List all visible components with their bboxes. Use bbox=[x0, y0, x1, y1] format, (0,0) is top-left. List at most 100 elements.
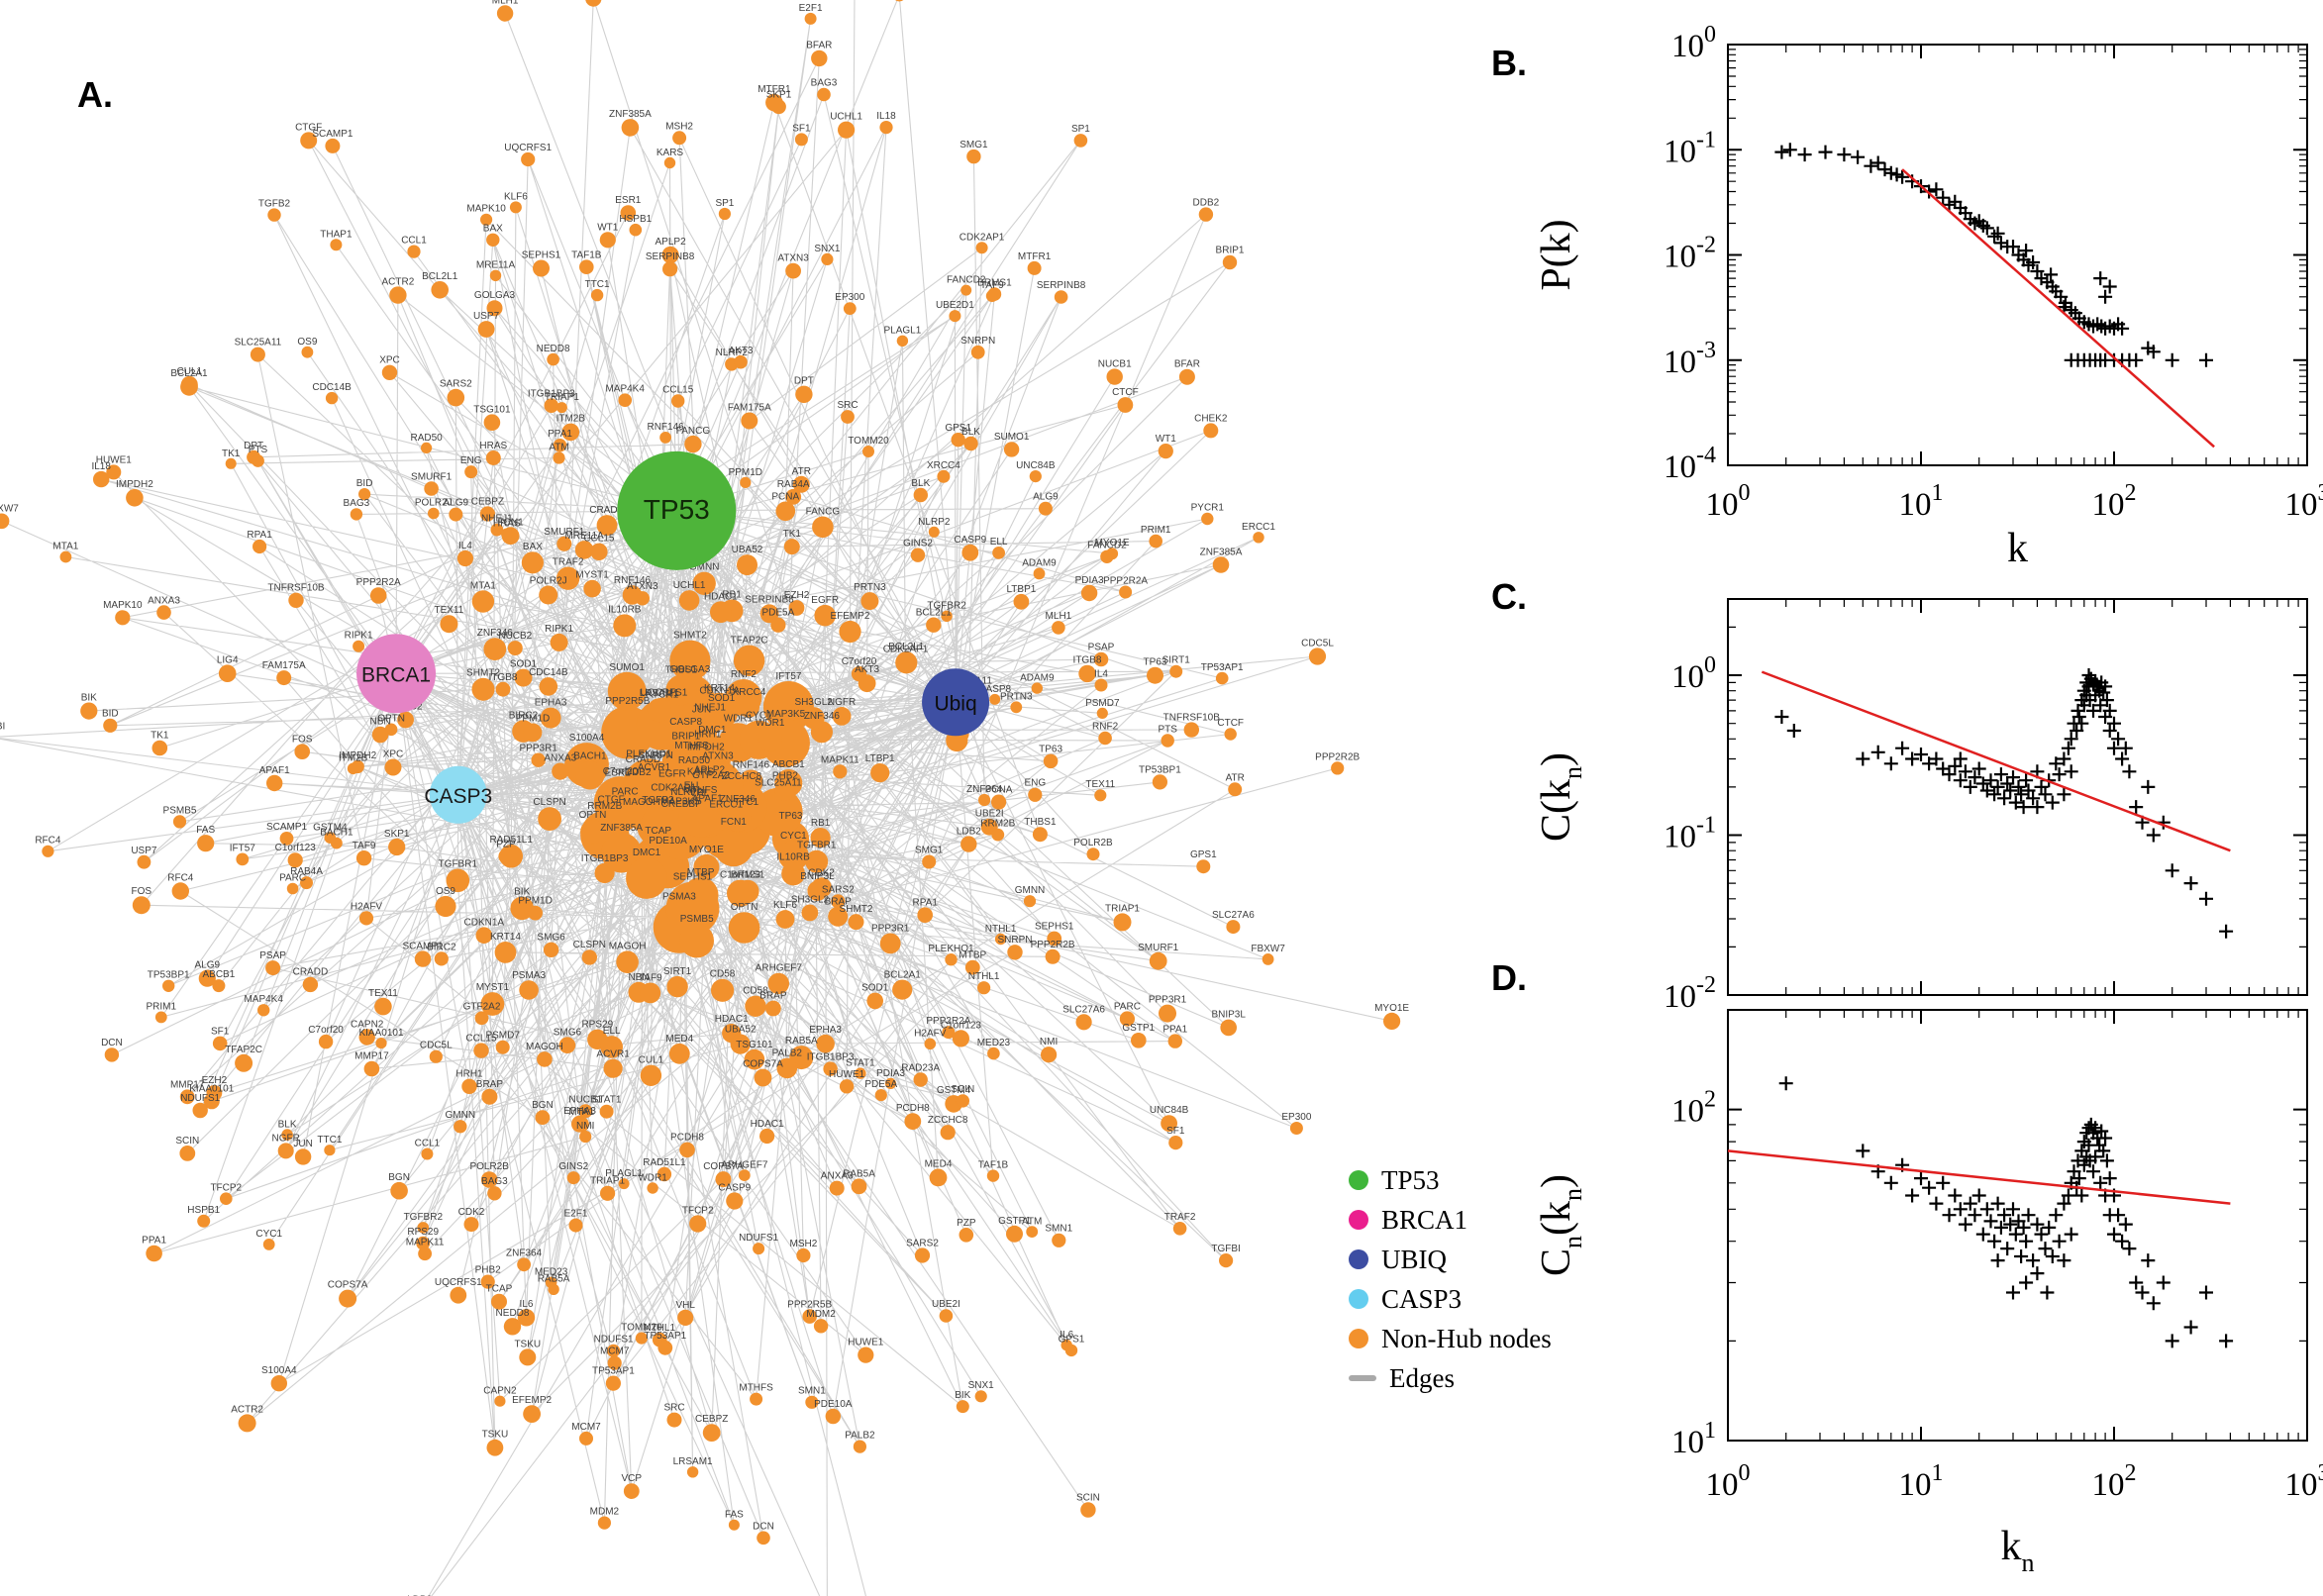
node-label: BAG3 bbox=[811, 78, 838, 89]
non-hub-node bbox=[347, 762, 359, 775]
node-label: SCIN bbox=[175, 1136, 199, 1147]
node-label: CCL15 bbox=[465, 1033, 497, 1044]
non-hub-node bbox=[267, 208, 281, 222]
minor-ticks bbox=[1728, 45, 2307, 465]
node-label: NDUFS1 bbox=[739, 1233, 778, 1244]
non-hub-node bbox=[727, 879, 755, 907]
non-hub-node bbox=[910, 548, 926, 562]
node-label: FBXW7 bbox=[1251, 944, 1285, 954]
plot-frame bbox=[1727, 1009, 2308, 1442]
non-hub-node bbox=[963, 436, 978, 451]
non-hub-node bbox=[1052, 1233, 1066, 1247]
node-labels: MAGOH TAF9 ALG9 TP63 RNF146 HDAC1 C1orf123 TP53… bbox=[0, 0, 1409, 1596]
node-label: SCIN bbox=[1076, 1492, 1100, 1503]
non-hub-node bbox=[397, 711, 414, 729]
non-hub-node bbox=[416, 1236, 431, 1250]
node-label: PPA1 bbox=[548, 429, 572, 440]
node-label: BNIP3L bbox=[800, 871, 835, 882]
node-label: BRAP bbox=[476, 1079, 504, 1090]
non-hub-node bbox=[449, 507, 463, 522]
node-label: CUL1 bbox=[639, 1055, 664, 1066]
node-label: C7orf20 bbox=[603, 766, 639, 777]
node-label: SERPINB8 bbox=[745, 594, 794, 605]
node-label: DMC1 bbox=[698, 725, 727, 736]
non-hub-node bbox=[607, 1355, 622, 1370]
non-hub-node bbox=[1033, 567, 1046, 580]
non-hub-node bbox=[745, 995, 766, 1017]
node-label: MCM7 bbox=[600, 1347, 630, 1357]
non-hub-node bbox=[417, 1222, 430, 1234]
non-hub-node bbox=[277, 1143, 294, 1159]
node-label: EP300 bbox=[835, 292, 864, 303]
node-label: MAP3K5 bbox=[660, 797, 700, 808]
legend-label: UBIQ bbox=[1381, 1244, 1447, 1274]
node-swatch-icon bbox=[1349, 1289, 1368, 1309]
non-hub-node bbox=[238, 1414, 256, 1433]
non-hub-node bbox=[179, 1089, 195, 1105]
non-hub-node bbox=[495, 1040, 510, 1054]
non-hub-node bbox=[206, 1085, 223, 1101]
scatter-points bbox=[1778, 1076, 2234, 1348]
node-label: RNF2 bbox=[1092, 722, 1119, 733]
non-hub-node bbox=[635, 1332, 649, 1345]
node-label: SARS2 bbox=[906, 1238, 939, 1248]
node-label: HRAS bbox=[479, 441, 507, 451]
node-label: AKT3 bbox=[728, 346, 753, 356]
non-hub-node bbox=[126, 489, 144, 507]
node-label: TGFBR2 bbox=[404, 1212, 444, 1223]
non-hub-node bbox=[794, 133, 808, 147]
non-hub-node bbox=[1262, 953, 1274, 965]
node-label: TP63 bbox=[1144, 657, 1167, 668]
node-label: IL4 bbox=[458, 541, 472, 551]
node-label: ZNF346 bbox=[804, 711, 841, 722]
non-hub-node bbox=[279, 832, 294, 846]
non-hub-node bbox=[1222, 254, 1238, 270]
node-label: PPP2R2A bbox=[926, 1016, 970, 1027]
non-hub-node bbox=[765, 93, 783, 112]
node-label: PLEKHO1 bbox=[626, 748, 672, 759]
node-label: HSPB1 bbox=[187, 1205, 220, 1216]
non-hub-node bbox=[785, 488, 802, 505]
node-label: OS9 bbox=[297, 337, 317, 348]
non-hub-node bbox=[785, 262, 801, 279]
non-hub-node bbox=[461, 1078, 477, 1095]
node-label: TK1 bbox=[783, 529, 802, 540]
non-hub-node bbox=[665, 881, 720, 936]
node-label: CYC1 bbox=[255, 1229, 282, 1240]
node-label: PARC bbox=[279, 873, 306, 884]
non-hub-node bbox=[180, 377, 198, 396]
non-hub-node bbox=[810, 828, 831, 848]
hub-brca1: BRCA1 bbox=[356, 634, 437, 714]
non-hub-node bbox=[464, 465, 478, 479]
node-label: CUL1 bbox=[177, 366, 203, 377]
node-label: RB1 bbox=[722, 590, 742, 601]
node-label: TP53BP1 bbox=[148, 970, 190, 981]
non-hub-node bbox=[977, 981, 991, 995]
non-hub-node bbox=[960, 836, 977, 852]
non-hub-node bbox=[300, 876, 313, 890]
node-label: IL6 bbox=[1060, 1330, 1073, 1341]
non-hub-node bbox=[715, 1171, 732, 1188]
node-label: CYC1 bbox=[780, 831, 807, 842]
non-hub-node bbox=[728, 1519, 740, 1531]
node-label: C1orf123 bbox=[941, 1020, 982, 1031]
node-label: BCL2A1 bbox=[884, 970, 922, 981]
node-label: PDE10A bbox=[814, 1399, 853, 1410]
non-hub-node bbox=[833, 764, 848, 779]
non-hub-node bbox=[440, 615, 458, 634]
non-hub-node bbox=[597, 1516, 612, 1530]
node-label: EGFR bbox=[811, 595, 839, 606]
non-hub-node bbox=[212, 979, 226, 993]
node-label: MYST1 bbox=[575, 570, 609, 581]
non-hub-node bbox=[325, 391, 339, 405]
non-hub-node bbox=[1178, 368, 1195, 385]
non-hub-node bbox=[1119, 1011, 1135, 1027]
node-label: FCN1 bbox=[498, 517, 525, 528]
node-label: ATM bbox=[1022, 1216, 1042, 1227]
node-label: PRTN3 bbox=[1000, 692, 1033, 703]
non-hub-node bbox=[851, 1178, 867, 1195]
non-hub-node bbox=[132, 896, 151, 915]
non-hub-node bbox=[987, 1047, 1000, 1060]
hub-label: BRCA1 bbox=[361, 663, 431, 686]
node-swatch-icon bbox=[1349, 1170, 1368, 1190]
